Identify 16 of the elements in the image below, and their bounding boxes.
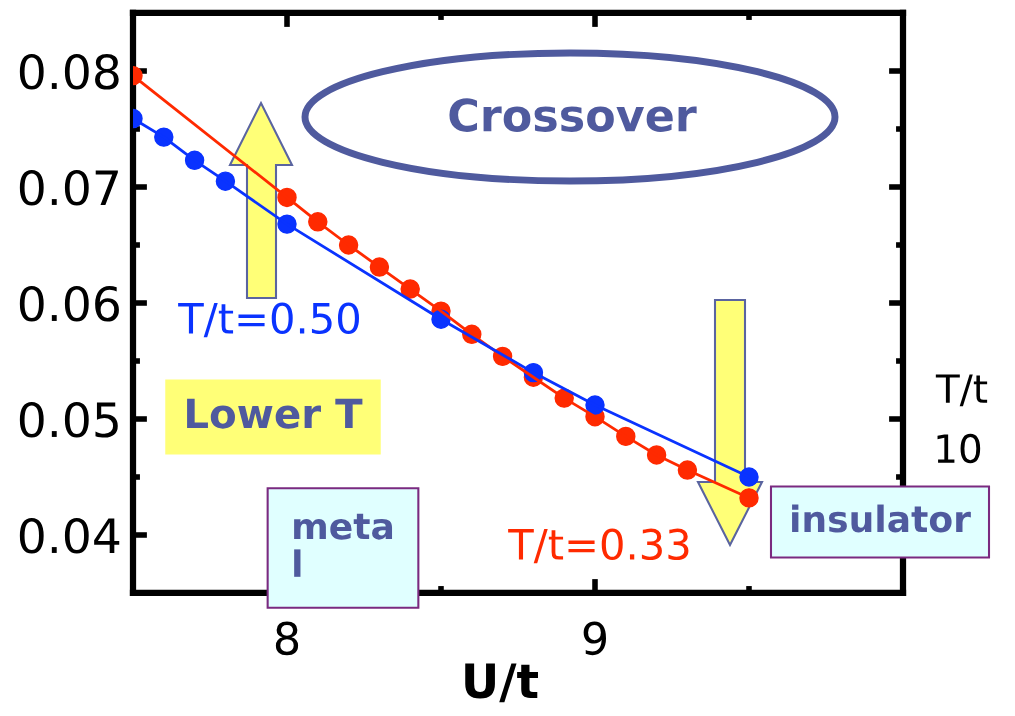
series-label: T/t=0.50 bbox=[178, 302, 359, 338]
annotation: insulator bbox=[792, 504, 971, 533]
y-tick-label: 0.04 bbox=[19, 517, 120, 554]
x-tick-label: 9 bbox=[583, 621, 607, 656]
y-tick-label: 0.06 bbox=[19, 285, 119, 322]
y-tick-label: 0.05 bbox=[19, 401, 118, 438]
annotation: Crossover bbox=[449, 98, 697, 132]
text: T/t bbox=[935, 374, 988, 407]
text: 10 bbox=[937, 433, 981, 464]
x-axis-title: U/t bbox=[465, 663, 538, 703]
series-label: T/t=0.33 bbox=[508, 528, 689, 564]
annotation: meta l bbox=[294, 513, 393, 577]
y-tick-label: 0.08 bbox=[19, 53, 119, 90]
y-tick-label: 0.07 bbox=[19, 169, 118, 206]
annotation: Lower T bbox=[187, 398, 363, 429]
x-tick-label: 8 bbox=[275, 621, 299, 656]
